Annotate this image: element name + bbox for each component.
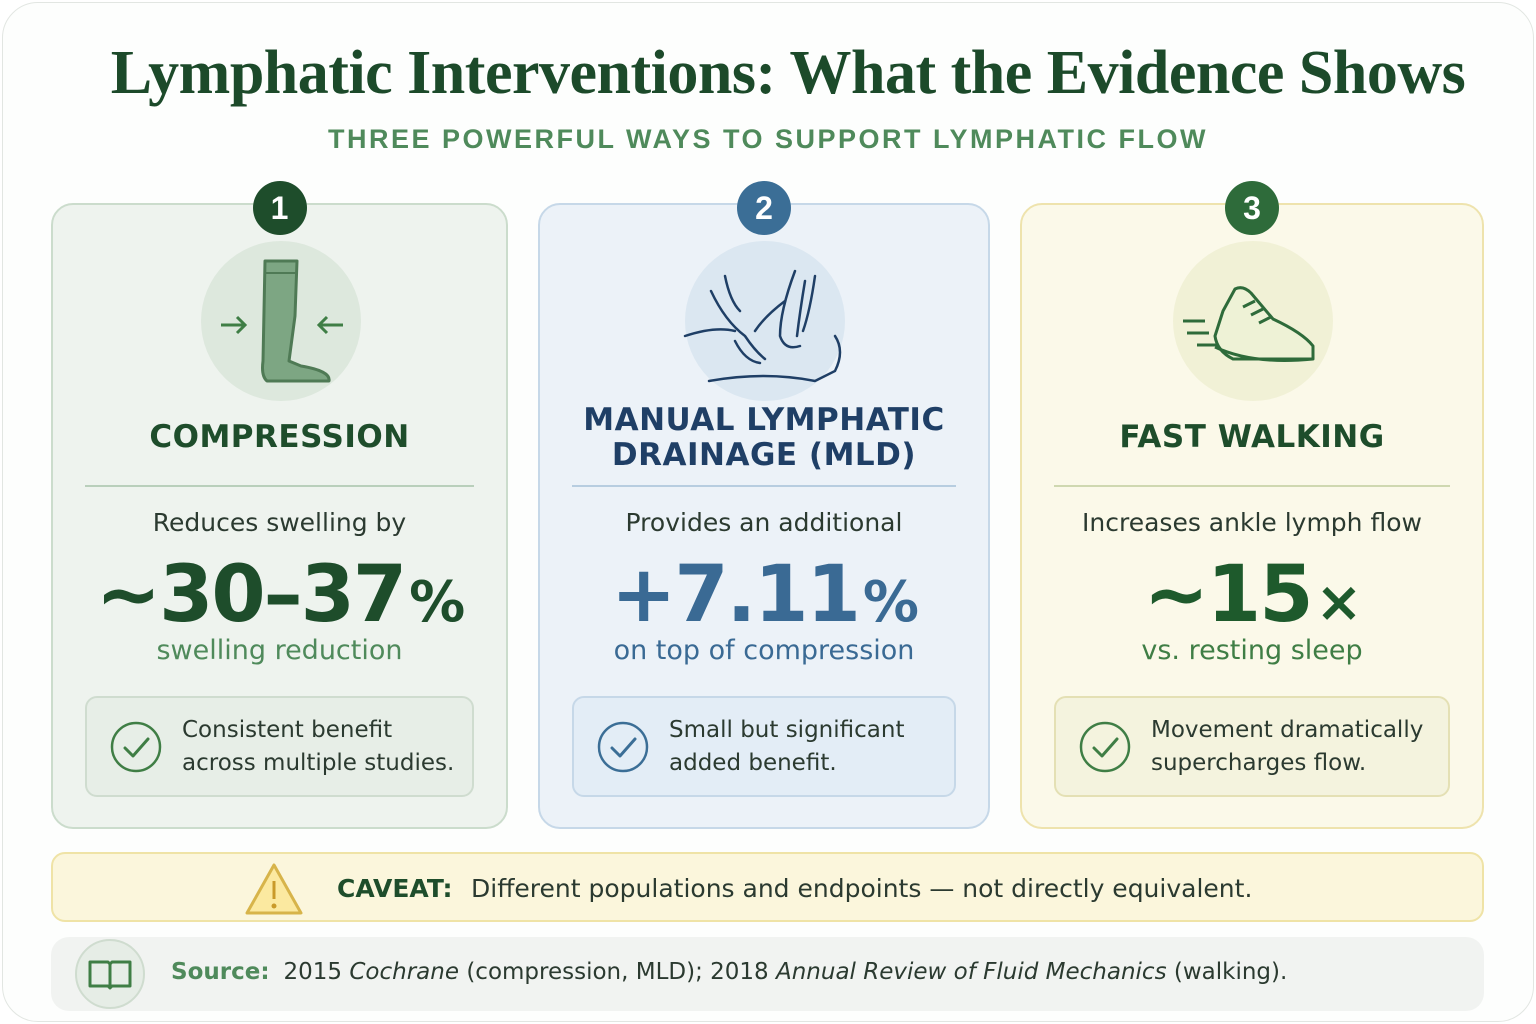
source-title: Cochrane	[349, 959, 460, 985]
heading-line: COMPRESSION	[149, 419, 410, 455]
card-heading: COMPRESSION	[53, 400, 506, 475]
source-text: (compression, MLD); 2018	[459, 959, 776, 985]
note-text: Small but significant added benefit.	[669, 714, 904, 780]
note-box: Movement dramatically supercharges flow.	[1054, 696, 1450, 797]
card-icon	[683, 241, 845, 401]
source-label: Source:	[171, 959, 270, 985]
stat-caption: swelling reduction	[156, 635, 403, 666]
note-box: Small but significant added benefit.	[572, 696, 956, 797]
note-text: Movement dramatically supercharges flow.	[1151, 714, 1423, 780]
heading-line: DRAINAGE (MLD)	[611, 436, 917, 473]
card-number: 3	[1225, 181, 1279, 235]
caveat-text: Different populations and endpoints — no…	[471, 874, 1253, 903]
card: COMPRESSION Reduces swelling by ~30–37% swe…	[51, 203, 508, 829]
note-line: Consistent benefit	[182, 717, 393, 743]
card-lead: Increases ankle lymph flow	[1082, 508, 1422, 537]
subtitle: THREE POWERFUL WAYS TO SUPPORT LYMPHATIC…	[327, 124, 1209, 154]
stat-unit: %	[862, 570, 919, 635]
stat-caption: vs. resting sleep	[1141, 635, 1363, 666]
source-title: Annual Review of Fluid Mechanics	[776, 959, 1167, 985]
divider	[1054, 485, 1450, 487]
stat-value: ~30–37	[95, 550, 407, 640]
check-icon	[597, 721, 649, 773]
title: Lymphatic Interventions: What the Eviden…	[110, 39, 1466, 107]
divider	[572, 485, 956, 487]
divider	[85, 485, 474, 487]
heading-line: FAST WALKING	[1119, 419, 1385, 455]
stat-unit: ×	[1315, 570, 1362, 635]
note-line: Small but significant	[669, 717, 905, 743]
note-line: across multiple studies.	[182, 750, 455, 776]
check-icon	[110, 721, 162, 773]
card-icon	[200, 241, 361, 401]
card-heading: MANUAL LYMPHATIC DRAINAGE (MLD)	[540, 400, 988, 475]
card-lead: Provides an additional	[625, 508, 903, 537]
source-line: Source: 2015 Cochrane (compression, MLD);…	[171, 959, 1287, 985]
source-text: (walking).	[1166, 959, 1288, 985]
note-text: Consistent benefit across multiple studie…	[182, 714, 454, 780]
note-line: added benefit.	[669, 750, 837, 776]
note-line: supercharges flow.	[1151, 750, 1367, 776]
stat-caption: on top of compression	[613, 635, 915, 666]
warning-icon	[245, 863, 303, 915]
stat-unit: %	[409, 570, 465, 635]
heading-line: MANUAL LYMPHATIC	[583, 401, 945, 438]
card: FAST WALKING Increases ankle lymph flow ~1…	[1020, 203, 1484, 829]
card-number: 2	[737, 181, 791, 235]
card-number: 1	[252, 181, 307, 235]
caveat-box: CAVEAT: Different populations and endpoi…	[51, 852, 1484, 922]
stat-value: ~15	[1143, 550, 1314, 640]
card: MANUAL LYMPHATIC DRAINAGE (MLD) Provides a…	[538, 203, 990, 829]
note-box: Consistent benefit across multiple studie…	[85, 696, 474, 797]
source-text: 2015	[283, 959, 350, 985]
stat-value: +7.11	[611, 550, 861, 640]
card-lead: Reduces swelling by	[152, 508, 407, 537]
card-icon	[1173, 241, 1333, 401]
caveat-label: CAVEAT:	[337, 874, 453, 903]
check-icon	[1079, 721, 1131, 773]
note-line: Movement dramatically	[1151, 717, 1424, 743]
book-icon	[75, 939, 145, 1009]
card-stat: +7.11%	[540, 555, 988, 643]
card-heading: FAST WALKING	[1022, 400, 1482, 475]
card-stat: ~30–37%	[53, 555, 506, 643]
source-box: Source: 2015 Cochrane (compression, MLD);…	[51, 937, 1484, 1011]
card-stat: ~15×	[1022, 555, 1482, 643]
